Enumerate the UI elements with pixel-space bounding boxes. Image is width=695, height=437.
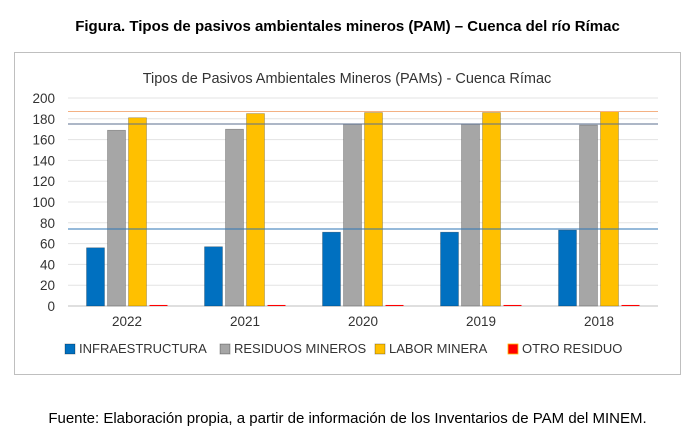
grid-lines xyxy=(68,97,658,307)
bar xyxy=(343,123,362,307)
y-tick-label: 40 xyxy=(40,257,55,272)
legend-swatch xyxy=(219,343,231,355)
bar xyxy=(600,111,619,307)
y-tick-label: 160 xyxy=(32,133,55,148)
bar xyxy=(482,112,501,307)
x-tick-label: 2021 xyxy=(230,314,260,329)
bar xyxy=(440,231,459,307)
x-tick-label: 2020 xyxy=(348,314,378,329)
y-tick-label: 60 xyxy=(40,237,55,252)
legend-swatch xyxy=(64,343,76,355)
chart-frame: Tipos de Pasivos Ambientales Mineros (PA… xyxy=(14,52,681,375)
x-tick-label: 2018 xyxy=(584,314,614,329)
bar xyxy=(204,246,223,307)
bar xyxy=(225,128,244,307)
x-axis-ticks: 2022 2021 2020 2019 2018 xyxy=(112,314,614,329)
y-tick-label: 20 xyxy=(40,278,55,293)
chart-title: Tipos de Pasivos Ambientales Mineros (PA… xyxy=(143,71,552,87)
figure-caption: Figura. Tipos de pasivos ambientales min… xyxy=(75,18,620,35)
y-tick-label: 0 xyxy=(47,299,55,314)
x-tick-label: 2019 xyxy=(466,314,496,329)
legend-swatch xyxy=(507,343,519,355)
y-axis-ticks: 0 20 40 60 80 100 120 140 160 180 200 xyxy=(32,91,55,314)
bar xyxy=(246,113,265,307)
bars xyxy=(86,111,640,307)
y-tick-label: 200 xyxy=(32,91,55,106)
bar xyxy=(86,247,105,307)
bar xyxy=(267,304,286,306)
bar xyxy=(385,304,404,306)
y-tick-label: 120 xyxy=(32,174,55,189)
legend-swatch xyxy=(374,343,386,355)
bar-chart: Tipos de Pasivos Ambientales Mineros (PA… xyxy=(32,71,658,356)
bar xyxy=(107,129,126,307)
source-note: Fuente: Elaboración propia, a partir de … xyxy=(48,410,647,427)
bar xyxy=(461,123,480,307)
bar xyxy=(364,112,383,307)
y-tick-label: 140 xyxy=(32,153,55,168)
bar xyxy=(579,124,598,307)
bar xyxy=(322,231,341,307)
legend-label: RESIDUOS MINEROS xyxy=(234,341,367,356)
bar xyxy=(503,304,522,306)
bar xyxy=(558,229,577,307)
bar xyxy=(621,304,640,306)
x-tick-label: 2022 xyxy=(112,314,142,329)
y-tick-label: 100 xyxy=(32,195,55,210)
legend-label: OTRO RESIDUO xyxy=(522,341,622,356)
legend-label: LABOR MINERA xyxy=(389,341,488,356)
reference-lines xyxy=(68,111,658,230)
bar xyxy=(149,304,168,306)
y-tick-label: 80 xyxy=(40,216,55,231)
bar xyxy=(128,117,147,307)
legend: INFRAESTRUCTURA RESIDUOS MINEROS LABOR MIN… xyxy=(64,341,622,356)
legend-label: INFRAESTRUCTURA xyxy=(79,341,207,356)
y-tick-label: 180 xyxy=(32,112,55,127)
